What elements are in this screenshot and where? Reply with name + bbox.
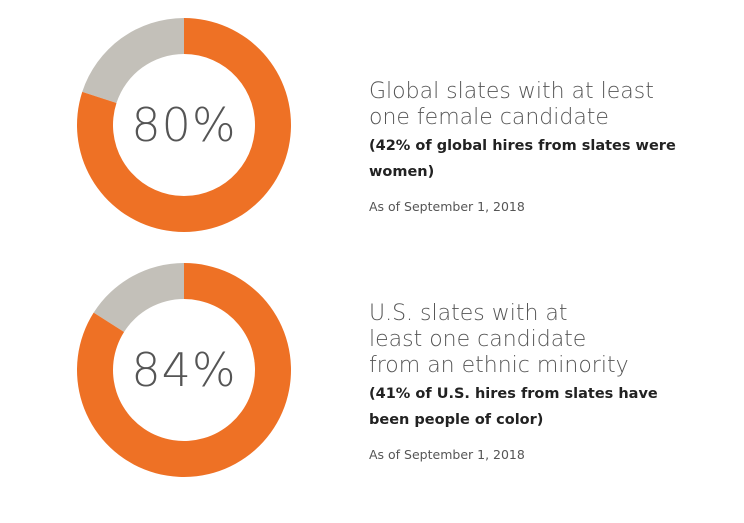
donut-slice-value-global xyxy=(77,18,291,232)
stat-date-us: As of September 1, 2018 xyxy=(369,447,525,462)
donut-svg-global xyxy=(77,18,291,232)
stat-text-us: U.S. slates with at least one candidate … xyxy=(369,301,739,462)
donut-slice-remainder-us xyxy=(93,263,184,332)
stat-date-global: As of September 1, 2018 xyxy=(369,199,525,214)
stat-text-global: Global slates with at least one female c… xyxy=(369,79,739,214)
donut-percent-label-global: 80% xyxy=(131,98,237,152)
stat-title-us: U.S. slates with at least one candidate … xyxy=(369,301,629,378)
donut-slice-remainder-global xyxy=(82,18,184,104)
donut-slice-value-us xyxy=(76,263,291,477)
stat-note-us: (41% of U.S. hires from slates have been… xyxy=(369,386,658,428)
donut-chart-global: 80% xyxy=(76,17,292,233)
donut-percent-label-us: 84% xyxy=(131,343,237,397)
donut-chart-us: 84% xyxy=(76,262,292,478)
stat-title-global: Global slates with at least one female c… xyxy=(369,79,654,130)
donut-svg-us xyxy=(76,263,291,477)
stat-note-global: (42% of global hires from slates were wo… xyxy=(369,138,676,180)
